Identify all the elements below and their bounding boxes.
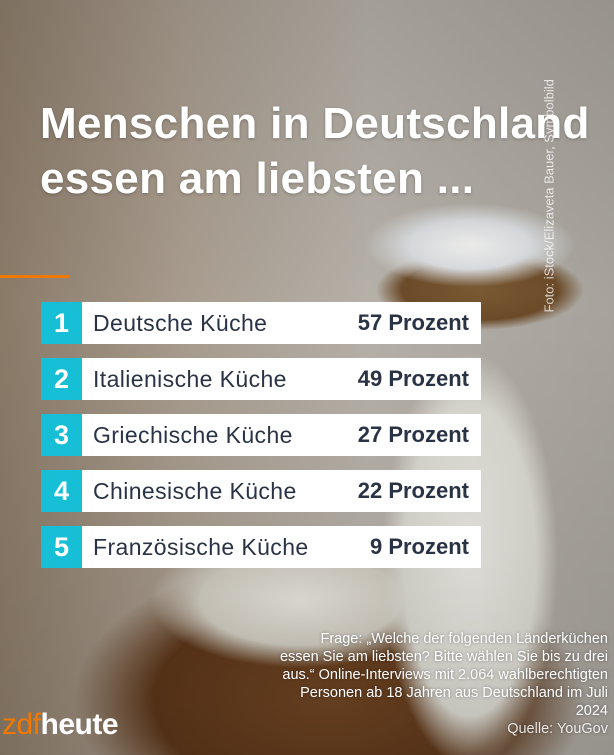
percent-value: 49 Prozent [357,366,469,391]
cuisine-label: Italienische Küche [93,365,287,392]
survey-footnote: Frage: „Welche der folgenden Länderküche… [278,630,608,738]
footnote-text: Frage: „Welche der folgenden Länderküche… [279,631,608,719]
ranking-row: 2 Italienische Küche 49 Prozent [41,358,481,400]
percent-value: 22 Prozent [357,478,469,503]
logo-zdf: zdf [2,708,41,741]
percent-value: 27 Prozent [357,422,469,447]
percent-value: 57 Prozent [357,310,469,335]
ranking-row: 1 Deutsche Küche 57 Prozent [41,302,481,344]
rank-number: 4 [41,470,82,512]
percent-value: 9 Prozent [369,534,469,559]
ranking-row: 4 Chinesische Küche 22 Prozent [41,470,481,512]
cuisine-label: Chinesische Küche [93,477,297,504]
rank-number: 1 [41,302,82,344]
page-title: Menschen in Deutschland essen am liebste… [40,99,590,203]
ranking-row: 3 Griechische Küche 27 Prozent [41,414,481,456]
source-text: Quelle: YouGov [507,721,608,737]
photo-credit: Foto: iStock/Elizaveta Bauer, Symbolbild [541,79,557,313]
cuisine-label: Deutsche Küche [93,309,268,336]
rank-number: 5 [41,526,82,568]
zdfheute-logo: zdfheute [2,708,119,742]
orange-divider [0,275,70,278]
rank-number: 2 [41,358,82,400]
logo-heute: heute [40,708,119,741]
ranking-row: 5 Französische Küche 9 Prozent [41,526,481,568]
cuisine-label: Griechische Küche [93,421,293,448]
rank-number: 3 [41,414,82,456]
cuisine-label: Französische Küche [93,533,309,560]
